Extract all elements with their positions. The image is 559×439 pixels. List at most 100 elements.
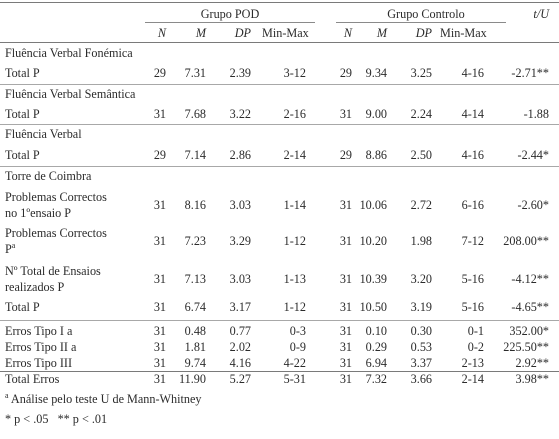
section-title: Fluência Verbal Fonémica bbox=[5, 46, 133, 60]
ctrl-dp-cell: 3.20 bbox=[410, 272, 432, 286]
ctrl-n-cell: 29 bbox=[339, 148, 352, 162]
ctrl-dp-cell: 2.50 bbox=[410, 148, 432, 162]
row-label: Total Erros bbox=[5, 372, 60, 386]
ctrl-dp-header: DP bbox=[415, 26, 432, 40]
pod-dp-cell: 2.86 bbox=[229, 148, 251, 162]
pod-minmax-cell: 2-14 bbox=[283, 148, 306, 162]
pod-minmax-cell: 1-13 bbox=[283, 272, 306, 286]
pod-dp-cell: 3.22 bbox=[229, 107, 251, 121]
stat-cell: 2.92** bbox=[515, 356, 549, 370]
stat-cell: -2.71** bbox=[511, 66, 549, 80]
pod-m-header: M bbox=[195, 26, 206, 40]
ctrl-n-header: N bbox=[343, 26, 352, 40]
pod-m-cell: 1.81 bbox=[184, 340, 206, 354]
pod-n-cell: 29 bbox=[153, 148, 166, 162]
row-label-line2: no 1ºensaio P bbox=[5, 206, 72, 220]
pod-dp-cell: 3.29 bbox=[229, 234, 251, 248]
pod-dp-header: DP bbox=[234, 26, 251, 40]
ctrl-n-cell: 31 bbox=[339, 234, 352, 248]
pod-m-cell: 6.74 bbox=[184, 300, 206, 314]
pod-dp-cell: 2.02 bbox=[229, 340, 251, 354]
ctrl-minmax-cell: 5-16 bbox=[461, 300, 484, 314]
row-label-line2: realizados P bbox=[5, 280, 65, 294]
pod-n-cell: 31 bbox=[153, 234, 166, 248]
pod-minmax-cell: 5-31 bbox=[283, 372, 306, 386]
stat-cell: 3.98** bbox=[515, 372, 549, 386]
ctrl-m-cell: 0.29 bbox=[365, 340, 387, 354]
pod-dp-cell: 3.03 bbox=[229, 272, 251, 286]
ctrl-minmax-cell: 2-14 bbox=[461, 372, 484, 386]
ctrl-minmax-cell: 0-2 bbox=[467, 340, 484, 354]
ctrl-n-cell: 31 bbox=[339, 300, 352, 314]
header-bottom-rule bbox=[0, 42, 559, 43]
ctrl-dp-cell: 0.53 bbox=[410, 340, 432, 354]
ctrl-minmax-cell: 0-1 bbox=[467, 324, 484, 338]
ctrl-n-cell: 29 bbox=[339, 66, 352, 80]
row-label: Erros Tipo I a bbox=[5, 324, 73, 338]
pod-n-cell: 31 bbox=[153, 340, 166, 354]
pod-minmax-cell: 1-12 bbox=[283, 234, 306, 248]
row-label-line2-text: P bbox=[5, 242, 12, 256]
ctrl-m-cell: 10.50 bbox=[359, 300, 387, 314]
ctrl-dp-cell: 3.19 bbox=[410, 300, 432, 314]
ctrl-minmax-cell: 4-16 bbox=[461, 148, 484, 162]
pod-minmax-cell: 0-3 bbox=[289, 324, 306, 338]
ctrl-minmax-cell: 4-14 bbox=[461, 107, 484, 121]
pod-m-cell: 7.68 bbox=[184, 107, 206, 121]
ctrl-m-cell: 10.20 bbox=[359, 234, 387, 248]
ctrl-minmax-header: Min-Max bbox=[440, 26, 487, 40]
ctrl-n-cell: 31 bbox=[339, 372, 352, 386]
pod-m-cell: 7.23 bbox=[184, 234, 206, 248]
ctrl-minmax-cell: 2-13 bbox=[461, 356, 484, 370]
footnote-marker: a bbox=[11, 240, 16, 250]
ctrl-dp-cell: 2.72 bbox=[410, 198, 432, 212]
stat-cell: 208.00** bbox=[503, 234, 549, 248]
pod-minmax-cell: 2-16 bbox=[283, 107, 306, 121]
stat-cell: -2.60* bbox=[517, 198, 549, 212]
ctrl-m-cell: 9.00 bbox=[365, 107, 387, 121]
ctrl-m-cell: 7.32 bbox=[365, 372, 387, 386]
ctrl-dp-cell: 3.66 bbox=[410, 372, 432, 386]
pod-n-cell: 31 bbox=[153, 300, 166, 314]
pod-m-cell: 0.48 bbox=[184, 324, 206, 338]
pod-n-cell: 31 bbox=[153, 272, 166, 286]
ctrl-dp-cell: 1.98 bbox=[410, 234, 432, 248]
footnote-significance: * p < .05 ** p < .01 bbox=[5, 412, 108, 426]
footnote-a-marker: a bbox=[5, 390, 9, 400]
pod-n-cell: 31 bbox=[153, 198, 166, 212]
section-rule-1 bbox=[0, 84, 559, 85]
ctrl-n-cell: 31 bbox=[339, 272, 352, 286]
ctrl-m-cell: 9.34 bbox=[365, 66, 387, 80]
table-bottom-rule bbox=[0, 371, 559, 372]
ctrl-dp-cell: 2.24 bbox=[410, 107, 432, 121]
pod-n-cell: 31 bbox=[153, 107, 166, 121]
row-label: Problemas Correctos bbox=[5, 226, 107, 240]
pod-dp-cell: 4.16 bbox=[229, 356, 251, 370]
pod-n-cell: 31 bbox=[153, 356, 166, 370]
pod-minmax-cell: 1-14 bbox=[283, 198, 306, 212]
stat-cell: -4.65** bbox=[511, 300, 549, 314]
ctrl-m-cell: 0.10 bbox=[365, 324, 387, 338]
pod-m-cell: 9.74 bbox=[184, 356, 206, 370]
row-label: Total P bbox=[5, 148, 40, 162]
row-label: Total P bbox=[5, 300, 40, 314]
ctrl-dp-cell: 3.25 bbox=[410, 66, 432, 80]
pod-dp-cell: 3.17 bbox=[229, 300, 251, 314]
section-title: Torre de Coimbra bbox=[5, 169, 92, 183]
ctrl-m-header: M bbox=[376, 26, 387, 40]
pod-m-cell: 11.90 bbox=[179, 372, 206, 386]
group-pod-header: Grupo POD bbox=[200, 7, 260, 21]
ctrl-dp-cell: 0.30 bbox=[410, 324, 432, 338]
stat-cell: -2.44* bbox=[517, 148, 549, 162]
ctrl-m-cell: 10.39 bbox=[359, 272, 387, 286]
stat-cell: 352.00* bbox=[509, 324, 549, 338]
ctrl-m-cell: 10.06 bbox=[359, 198, 387, 212]
row-label: Erros Tipo III bbox=[5, 356, 73, 370]
ctrl-n-cell: 31 bbox=[339, 198, 352, 212]
pod-dp-cell: 5.27 bbox=[229, 372, 251, 386]
row-label: Total P bbox=[5, 66, 40, 80]
pod-n-cell: 31 bbox=[153, 372, 166, 386]
row-label: Problemas Correctos bbox=[5, 190, 107, 204]
footnote-a-text: Análise pelo teste U de Mann-Whitney bbox=[8, 392, 202, 406]
stat-cell: 225.50** bbox=[503, 340, 549, 354]
